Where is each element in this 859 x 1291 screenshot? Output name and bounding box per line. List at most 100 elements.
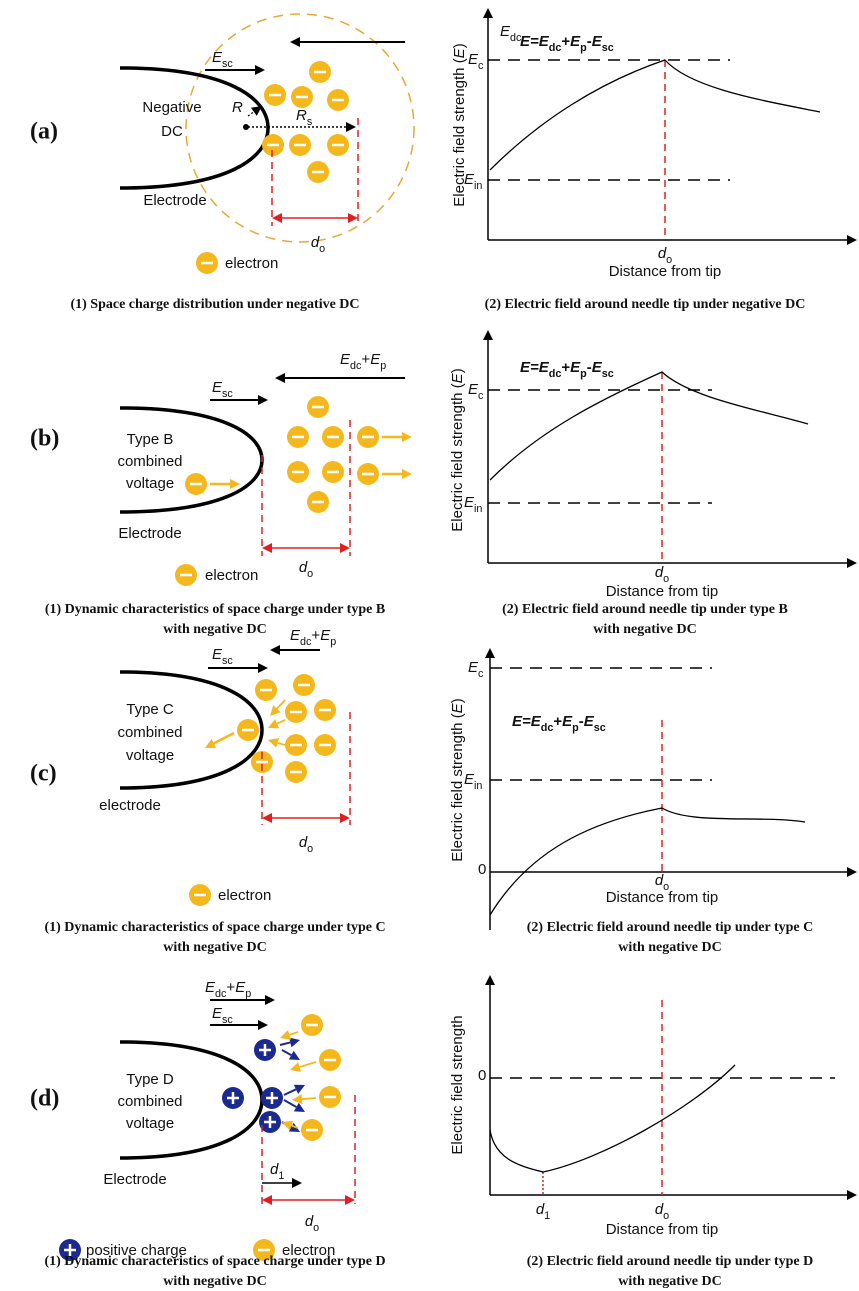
- label-part: dc: [541, 722, 554, 734]
- label-part: in: [474, 780, 482, 792]
- arrow-head: [262, 813, 272, 823]
- label-part: sc: [222, 58, 233, 70]
- label-part: R: [232, 99, 243, 116]
- label: do: [305, 1213, 319, 1234]
- field-curve: [490, 1065, 735, 1172]
- arrow: [214, 733, 234, 743]
- arrow-head: [340, 543, 350, 553]
- label-part: Electric field strength (: [449, 713, 466, 861]
- label: Type B: [127, 431, 174, 448]
- label-part: E=E: [520, 33, 550, 50]
- label: Electric field strength (E): [449, 698, 466, 861]
- label: electron: [205, 567, 258, 584]
- arrow: [280, 1042, 290, 1045]
- arrow-head: [255, 65, 265, 75]
- label: do: [311, 234, 325, 255]
- label: Electrode: [118, 525, 181, 542]
- arrow: [282, 1050, 291, 1055]
- label-part: sc: [222, 655, 233, 667]
- caption: (2) Electric field around needle tip und…: [502, 602, 788, 617]
- label: R: [232, 99, 243, 116]
- label: Edc+Ep: [205, 979, 251, 1000]
- arrow: [284, 1100, 296, 1107]
- panel-tag: (a): [30, 119, 58, 145]
- arrow: [277, 720, 285, 724]
- label: Esc: [212, 646, 233, 667]
- arrow-head: [262, 543, 272, 553]
- x-axis-head: [847, 1190, 857, 1200]
- label: Distance from tip: [606, 583, 719, 600]
- y-axis-head: [485, 648, 495, 658]
- label-part: E=E: [512, 713, 542, 730]
- label: voltage: [126, 747, 174, 764]
- label: do: [655, 1201, 669, 1222]
- label: electron: [225, 255, 278, 272]
- label-part: dc: [215, 988, 227, 1000]
- caption: with negative DC: [163, 1274, 266, 1289]
- y-axis-head: [485, 975, 495, 985]
- field-curve: [490, 60, 820, 170]
- label-part: +: [561, 33, 570, 50]
- label: Electrode: [143, 192, 206, 209]
- label: combined: [117, 453, 182, 470]
- label: do: [655, 564, 669, 585]
- label-part: 1: [278, 1170, 284, 1182]
- arrow-head: [348, 213, 358, 223]
- arrow-head: [258, 663, 268, 673]
- arrow-head: [251, 106, 262, 116]
- label: Distance from tip: [606, 1221, 719, 1238]
- arrow-head: [258, 1020, 268, 1030]
- label: Type C: [126, 701, 174, 718]
- arrow-head: [265, 995, 275, 1005]
- caption: with negative DC: [163, 622, 266, 637]
- label-part: Electric field strength (: [451, 58, 468, 206]
- label: Electric field strength (E): [451, 43, 468, 206]
- label-part: sc: [222, 388, 233, 400]
- label: E=Edc+Ep-Esc: [512, 713, 606, 734]
- label: Ein: [464, 494, 482, 515]
- caption: (2) Electric field around needle tip und…: [527, 1254, 813, 1269]
- label: combined: [117, 1093, 182, 1110]
- caption: (2) Electric field around needle tip und…: [485, 297, 806, 312]
- label-part: p: [245, 988, 251, 1000]
- label-part: p: [380, 360, 386, 372]
- y-axis-head: [483, 8, 493, 18]
- caption: with negative DC: [593, 622, 696, 637]
- arrow: [300, 1062, 316, 1067]
- label-part: sc: [602, 42, 614, 54]
- label-part: ): [449, 698, 466, 703]
- caption: (1) Dynamic characteristics of space cha…: [44, 920, 385, 935]
- label: do: [299, 834, 313, 855]
- arrow: [289, 1032, 298, 1035]
- panel-tag: (b): [30, 426, 59, 452]
- arrow-head: [340, 813, 350, 823]
- label-part: sc: [594, 722, 606, 734]
- label-part: o: [313, 1222, 319, 1234]
- label-part: in: [474, 503, 482, 515]
- arrow-head: [268, 738, 279, 748]
- caption: with negative DC: [163, 940, 266, 955]
- label: do: [299, 559, 313, 580]
- y-axis-head: [483, 330, 493, 340]
- label: Ec: [468, 659, 484, 680]
- label: Type D: [126, 1071, 174, 1088]
- arrow-head: [272, 213, 282, 223]
- label-part: o: [319, 243, 325, 255]
- label: Ec: [468, 51, 484, 72]
- label: d1: [536, 1201, 550, 1222]
- label-part: c: [478, 390, 484, 402]
- label-part: dc: [300, 636, 312, 648]
- label: E=Edc+Ep-Esc: [520, 33, 614, 54]
- label-part: o: [307, 568, 313, 580]
- label-part: in: [474, 180, 482, 192]
- label-part: ): [451, 43, 468, 48]
- label: Rs: [296, 107, 313, 128]
- label: d1: [270, 1161, 284, 1182]
- label: Esc: [212, 1005, 233, 1026]
- x-axis-head: [847, 867, 857, 877]
- arrow-head: [292, 1094, 302, 1104]
- field-curve: [490, 372, 808, 480]
- x-axis-head: [847, 235, 857, 245]
- arrow-head: [275, 373, 285, 383]
- label: electrode: [99, 797, 161, 814]
